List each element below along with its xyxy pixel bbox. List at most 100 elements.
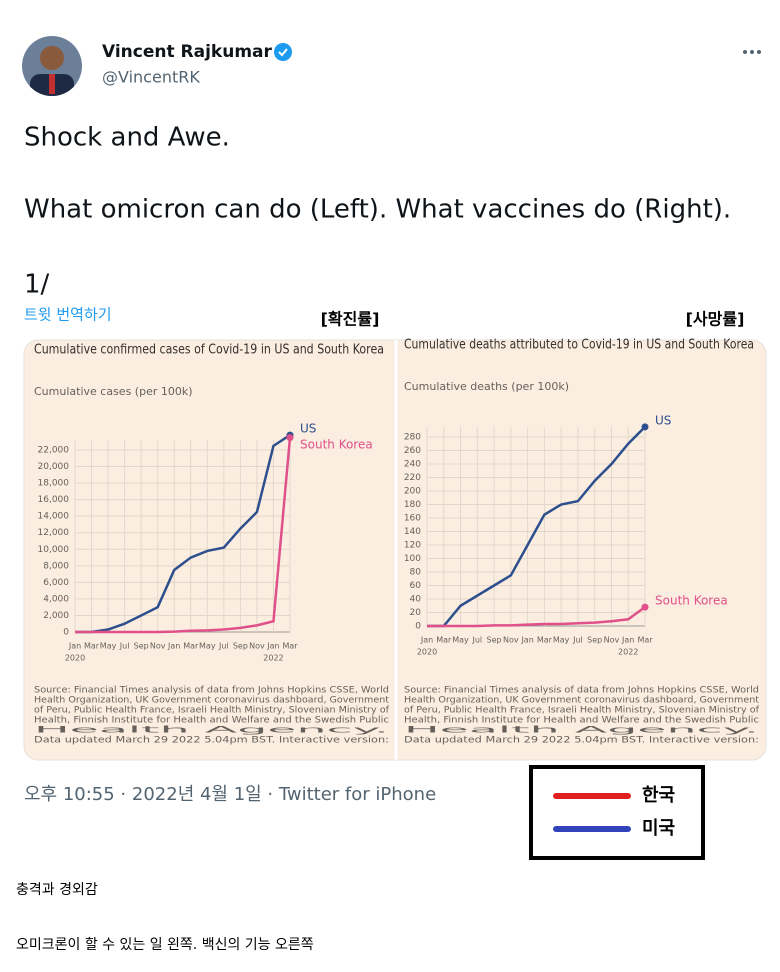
x-tick-label: Jul bbox=[471, 636, 482, 645]
x-sublabel: 2022 bbox=[263, 654, 283, 663]
x-tick-label: Mar bbox=[436, 636, 452, 645]
source-note: Health Organization, UK Government coron… bbox=[34, 696, 390, 706]
y-tick-label: 60 bbox=[410, 581, 422, 591]
x-tick-label: Jul bbox=[218, 642, 229, 651]
y-tick-label: 12,000 bbox=[38, 528, 70, 538]
x-tick-label: May bbox=[100, 642, 117, 651]
translate-link[interactable]: 트윗 번역하기 bbox=[24, 306, 112, 324]
more-menu[interactable] bbox=[743, 50, 761, 54]
series-label: US bbox=[655, 413, 671, 427]
x-tick-label: Jan bbox=[420, 636, 433, 645]
x-tick-label: Sep bbox=[134, 642, 149, 651]
x-tick-label: Jan bbox=[621, 636, 634, 645]
source-note: Health, Finnish Institute for Health and… bbox=[404, 716, 759, 726]
legend-label: 한국 bbox=[642, 785, 675, 806]
y-tick-label: 160 bbox=[404, 514, 421, 524]
end-marker bbox=[286, 434, 294, 442]
y-tick-label: 240 bbox=[404, 460, 421, 470]
y-tick-label: 8,000 bbox=[43, 561, 69, 571]
source-note: of Peru, Public Health France, Israeli H… bbox=[34, 706, 390, 716]
source-note: Data updated March 29 2022 5.04pm BST. I… bbox=[404, 736, 759, 746]
y-tick-label: 2,000 bbox=[43, 611, 69, 621]
y-tick-label: 10,000 bbox=[38, 545, 70, 555]
y-tick-label: 180 bbox=[404, 500, 421, 510]
source-note: Health Agency. bbox=[404, 726, 759, 736]
x-tick-label: Jan bbox=[266, 642, 279, 651]
y-tick-label: 100 bbox=[404, 554, 421, 564]
footer-text: 오미크론이 할 수 있는 일 왼쪽. 백신의 기능 오른쪽 bbox=[16, 937, 314, 953]
y-tick-label: 14,000 bbox=[38, 512, 70, 522]
y-tick-label: 22,000 bbox=[38, 446, 70, 456]
y-tick-label: 6,000 bbox=[43, 578, 69, 588]
x-tick-label: Mar bbox=[84, 642, 100, 651]
y-tick-label: 280 bbox=[404, 433, 421, 443]
source-note: Health, Finnish Institute for Health and… bbox=[34, 716, 389, 726]
legend-label: 미국 bbox=[642, 818, 675, 839]
x-tick-label: Nov bbox=[503, 636, 519, 645]
y-tick-label: 18,000 bbox=[38, 479, 70, 489]
verified-badge bbox=[274, 43, 292, 61]
verified-check bbox=[278, 48, 288, 57]
chart-subtitle: Cumulative cases (per 100k) bbox=[34, 385, 193, 398]
y-tick-label: 260 bbox=[404, 446, 421, 456]
avatar[interactable] bbox=[22, 36, 82, 104]
x-tick-label: Jan bbox=[167, 642, 180, 651]
x-tick-label: Mar bbox=[183, 642, 199, 651]
user-name[interactable]: Vincent Rajkumar bbox=[102, 42, 273, 62]
source-note: of Peru, Public Health France, Israeli H… bbox=[404, 706, 760, 716]
end-marker bbox=[641, 423, 649, 431]
y-tick-label: 80 bbox=[410, 568, 422, 578]
x-tick-label: Nov bbox=[249, 642, 265, 651]
timestamp[interactable]: 오후 10:55 · 2022년 4월 1일 · Twitter for iPh… bbox=[24, 784, 436, 805]
x-sublabel: 2020 bbox=[417, 648, 437, 657]
x-tick-label: Mar bbox=[282, 642, 298, 651]
tweet-text: Shock and Awe. bbox=[24, 123, 230, 153]
source-note: Health Agency. bbox=[34, 726, 389, 736]
x-sublabel: 2020 bbox=[65, 654, 85, 663]
x-tick-label: Nov bbox=[604, 636, 620, 645]
legend-box bbox=[529, 765, 705, 860]
user-handle[interactable]: @VincentRK bbox=[102, 68, 200, 87]
y-tick-label: 0 bbox=[63, 628, 69, 638]
x-tick-label: Mar bbox=[637, 636, 653, 645]
line-series bbox=[75, 437, 292, 634]
footer-text: 충격과 경외감 bbox=[16, 882, 98, 898]
series-label: South Korea bbox=[655, 594, 728, 608]
source-note: Source: Financial Times analysis of data… bbox=[404, 686, 759, 696]
x-tick-label: Jan bbox=[520, 636, 533, 645]
chart-subtitle: Cumulative deaths (per 100k) bbox=[404, 380, 569, 393]
y-tick-label: 4,000 bbox=[43, 594, 69, 604]
annotation: [확진률] bbox=[321, 310, 380, 329]
x-tick-label: Jan bbox=[68, 642, 81, 651]
x-tick-label: Sep bbox=[587, 636, 602, 645]
x-tick-label: Mar bbox=[537, 636, 553, 645]
y-tick-label: 120 bbox=[404, 541, 421, 551]
y-tick-label: 220 bbox=[404, 473, 421, 483]
x-tick-label: Sep bbox=[233, 642, 248, 651]
tweet-text: What omicron can do (Left). What vaccine… bbox=[24, 195, 731, 225]
y-tick-label: 40 bbox=[410, 595, 422, 605]
series-label: US bbox=[300, 422, 316, 436]
y-tick-label: 140 bbox=[404, 527, 421, 537]
x-tick-label: Sep bbox=[487, 636, 502, 645]
chart-title: Cumulative confirmed cases of Covid-19 i… bbox=[34, 343, 384, 358]
y-tick-label: 200 bbox=[404, 487, 421, 497]
x-tick-label: Jul bbox=[572, 636, 583, 645]
x-tick-label: Nov bbox=[150, 642, 166, 651]
y-tick-label: 20,000 bbox=[38, 462, 70, 472]
source-note: Data updated March 29 2022 5.04pm BST. I… bbox=[34, 736, 389, 746]
end-marker bbox=[641, 603, 649, 611]
line-series bbox=[427, 606, 646, 628]
line-series bbox=[75, 434, 291, 634]
source-note: Health Organization, UK Government coron… bbox=[404, 696, 760, 706]
x-sublabel: 2022 bbox=[618, 648, 638, 657]
line-series bbox=[427, 425, 646, 628]
series-label: South Korea bbox=[300, 438, 373, 452]
x-tick-label: May bbox=[553, 636, 570, 645]
x-tick-label: May bbox=[199, 642, 216, 651]
chart-title: Cumulative deaths attributed to Covid-19… bbox=[404, 338, 754, 353]
tweet-text: 1/ bbox=[24, 270, 50, 300]
y-tick-label: 0 bbox=[415, 622, 421, 632]
y-tick-label: 20 bbox=[410, 608, 422, 618]
